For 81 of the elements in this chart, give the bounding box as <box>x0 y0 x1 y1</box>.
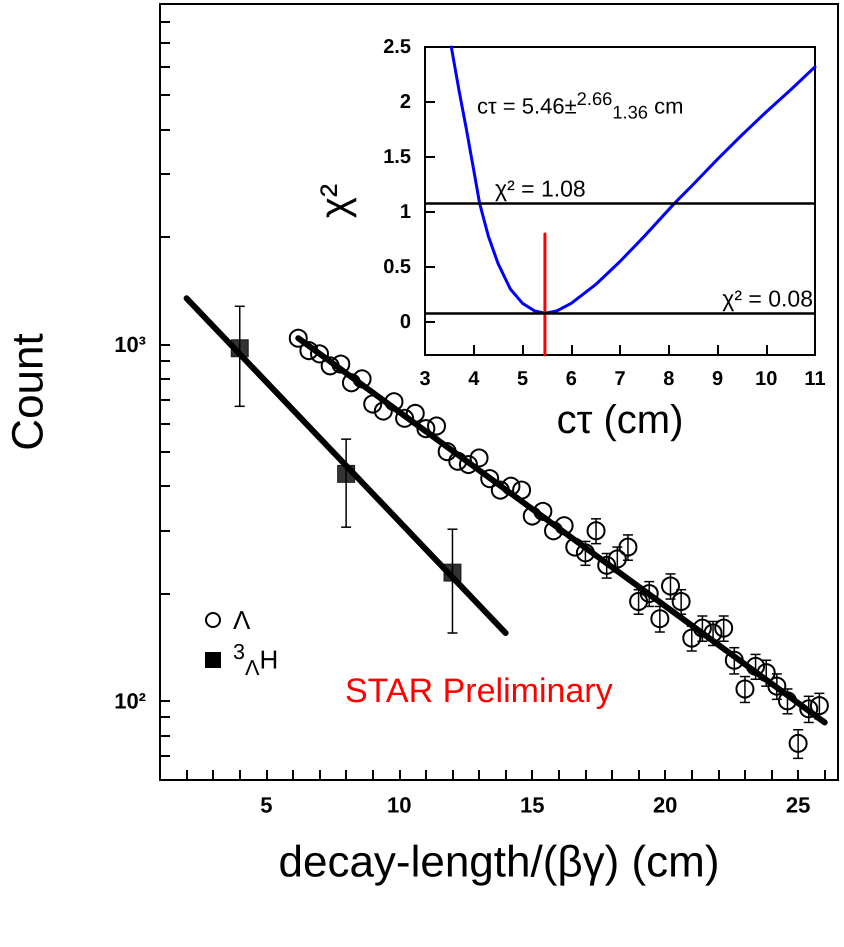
point <box>501 476 520 496</box>
y-tick-label: 2.5 <box>383 36 411 58</box>
point <box>672 592 691 611</box>
point <box>458 455 478 474</box>
point <box>310 344 330 364</box>
y-tick-label: 2 <box>400 91 411 113</box>
point <box>363 394 382 414</box>
x-tick-label: 20 <box>652 792 678 818</box>
point <box>320 356 340 376</box>
y-tick-label: 0.5 <box>383 256 411 278</box>
y-tick-label: 10² <box>114 688 146 714</box>
point <box>735 679 754 698</box>
point <box>406 404 425 423</box>
x-tick-label: 10 <box>755 368 778 390</box>
x-tick-label: 8 <box>663 368 674 390</box>
point <box>704 624 723 643</box>
point <box>692 618 712 638</box>
point <box>230 339 249 358</box>
point <box>533 502 552 521</box>
point <box>746 656 766 676</box>
point <box>554 516 574 536</box>
point <box>352 369 372 388</box>
x-tick-label: 3 <box>419 368 431 390</box>
x-axis-title: cτ (cm) <box>556 398 684 442</box>
point <box>724 650 744 670</box>
point <box>438 442 457 462</box>
x-tick-label: 5 <box>516 368 528 390</box>
line-series <box>450 46 816 315</box>
point <box>799 699 818 718</box>
point <box>480 469 500 488</box>
y-tick-label: 1 <box>400 201 411 223</box>
point <box>714 618 734 638</box>
point <box>490 480 510 500</box>
x-tick-label: 25 <box>786 792 810 818</box>
ref-line-label: χ² = 0.08 <box>722 286 813 312</box>
point <box>565 538 584 557</box>
point <box>640 584 659 604</box>
point <box>448 452 468 471</box>
point <box>544 521 564 540</box>
point <box>810 696 829 716</box>
legend-label: Λ <box>233 604 250 636</box>
x-tick-label: 7 <box>614 368 626 390</box>
point <box>342 373 361 392</box>
point <box>661 576 680 596</box>
x-tick-label: 15 <box>520 792 544 818</box>
point <box>395 408 414 428</box>
x-tick-label: 6 <box>566 368 577 390</box>
point <box>618 538 638 557</box>
annotation: STAR Preliminary <box>345 672 613 711</box>
point <box>416 419 436 438</box>
x-tick-label: 10 <box>387 792 412 818</box>
point <box>512 480 532 500</box>
y-axis-title: Count <box>4 333 52 451</box>
point <box>299 341 318 360</box>
point <box>586 521 606 540</box>
point <box>650 609 670 628</box>
point <box>337 464 356 483</box>
point <box>629 592 648 611</box>
point <box>788 734 808 753</box>
y-tick-label: 10³ <box>114 332 146 357</box>
point <box>470 448 489 468</box>
point <box>778 691 797 710</box>
y-axis-title: χ² <box>313 184 357 218</box>
annotation: cτ = 5.46±$^{2.66}$$_{1.36}$ cm <box>477 88 684 124</box>
x-tick-label: 5 <box>260 792 272 818</box>
ref-line-label: χ² = 1.08 <box>495 176 586 202</box>
x-axis-title: decay-length/(βγ) (cm) <box>278 838 720 886</box>
point <box>576 543 595 562</box>
y-tick-label: 1.5 <box>383 146 411 168</box>
point <box>288 328 308 348</box>
x-tick-label: 4 <box>468 368 480 390</box>
point <box>331 354 350 374</box>
point <box>443 564 462 582</box>
point <box>427 416 446 436</box>
point <box>374 402 393 420</box>
x-tick-label: 11 <box>804 368 826 390</box>
point <box>384 392 404 412</box>
point <box>597 556 616 575</box>
y-tick-label: 0 <box>400 311 411 333</box>
x-tick-label: 9 <box>712 368 724 390</box>
point <box>522 506 542 526</box>
